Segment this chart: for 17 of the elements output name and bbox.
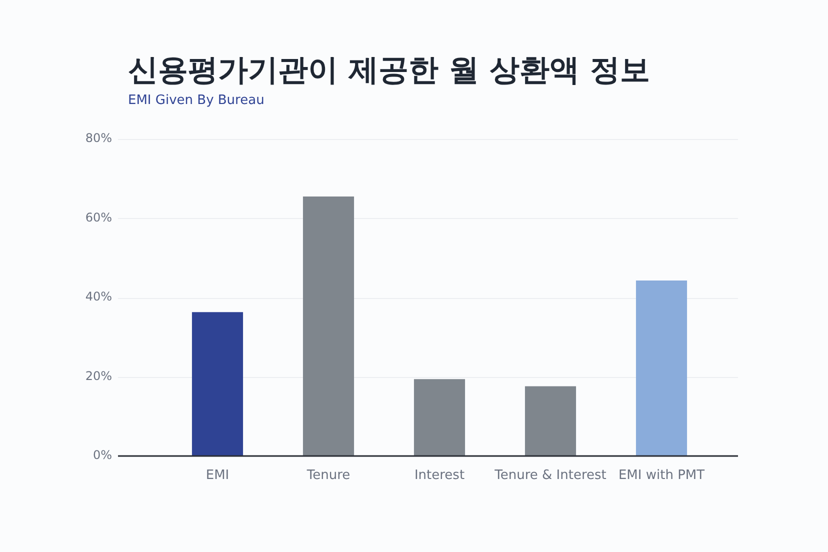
chart-subtitle: EMI Given By Bureau (128, 93, 264, 108)
x-tick-label: Tenure & Interest (494, 468, 606, 484)
x-tick-label: Interest (414, 468, 465, 484)
y-tick-label: 20% (85, 368, 112, 383)
bar (192, 312, 244, 456)
y-tick-label: 80% (85, 131, 112, 146)
y-tick-label: 0% (92, 448, 112, 462)
y-tick-label: 40% (85, 290, 112, 304)
x-tick-label: EMI with PMT (618, 468, 705, 484)
y-tick-label: 60% (85, 210, 112, 224)
bar (302, 196, 354, 456)
x-tick-label: EMI (206, 468, 230, 484)
x-tick-label: Tenure (306, 468, 350, 484)
bar (636, 280, 688, 456)
chart-title: 신용평가기관이 제공한 월 상환액 정보 (128, 52, 650, 90)
bar (524, 386, 576, 456)
bar (414, 379, 466, 456)
